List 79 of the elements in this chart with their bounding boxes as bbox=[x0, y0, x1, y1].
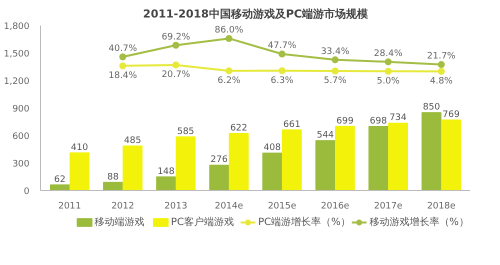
data-label: 86.0% bbox=[214, 25, 244, 36]
data-label: 88 bbox=[107, 172, 119, 182]
data-label: 661 bbox=[283, 120, 300, 130]
data-label: 148 bbox=[157, 166, 175, 177]
bar bbox=[315, 140, 336, 190]
bar bbox=[262, 152, 282, 190]
data-label: 62 bbox=[54, 174, 66, 185]
data-label: 47.7% bbox=[268, 41, 297, 51]
point bbox=[278, 67, 286, 74]
data-label: 69.2% bbox=[162, 32, 191, 42]
data-label: 850 bbox=[422, 102, 440, 113]
data-label: 276 bbox=[210, 155, 228, 166]
data-label: 21.7% bbox=[427, 52, 456, 62]
x-tick-label: 2014e bbox=[214, 202, 244, 212]
x-tick-label: 2015e bbox=[268, 202, 297, 212]
data-label: 33.4% bbox=[320, 46, 350, 57]
bar bbox=[368, 126, 388, 190]
data-label: 28.4% bbox=[374, 48, 403, 59]
x-tick-label: 2011 bbox=[58, 202, 82, 212]
data-label: 408 bbox=[264, 143, 282, 154]
data-label: 18.4% bbox=[108, 70, 138, 81]
x-tick-label: 2012 bbox=[111, 202, 134, 212]
bar bbox=[422, 112, 442, 190]
data-label: 40.7% bbox=[108, 44, 138, 54]
data-label: 544 bbox=[316, 130, 334, 141]
bar bbox=[388, 122, 408, 190]
point bbox=[225, 34, 232, 42]
point bbox=[225, 67, 232, 74]
data-label: 4.8% bbox=[430, 76, 454, 86]
bar bbox=[176, 136, 196, 190]
data-label: 734 bbox=[389, 113, 407, 124]
point bbox=[278, 50, 286, 58]
point bbox=[172, 42, 180, 49]
legend-label: 移动端游戏 bbox=[94, 216, 145, 228]
x-tick-label: 2018e bbox=[427, 202, 456, 212]
y-tick-label: 0 bbox=[24, 187, 30, 197]
data-label: 699 bbox=[336, 116, 354, 126]
point bbox=[384, 58, 392, 66]
point bbox=[438, 68, 445, 75]
y-tick-label: 300 bbox=[12, 160, 30, 170]
bar bbox=[122, 146, 143, 190]
data-label: 622 bbox=[230, 123, 248, 134]
data-label: 485 bbox=[124, 136, 142, 146]
y-tick-label: 1,800 bbox=[4, 22, 30, 32]
y-tick-label: 1,500 bbox=[4, 50, 30, 60]
bar bbox=[209, 164, 230, 190]
x-tick-label: 2017e bbox=[374, 202, 403, 212]
data-label: 585 bbox=[177, 126, 194, 137]
data-label: 769 bbox=[442, 110, 460, 120]
chart-title: 2011-2018中国移动游戏及PC端游市场规模 bbox=[143, 8, 369, 20]
bar bbox=[156, 176, 176, 190]
data-label: 6.2% bbox=[218, 76, 241, 86]
point bbox=[119, 62, 126, 70]
bar bbox=[228, 132, 249, 190]
y-tick-label: 900 bbox=[12, 104, 30, 114]
point bbox=[332, 56, 339, 64]
bar bbox=[103, 182, 123, 190]
data-label: 410 bbox=[70, 142, 88, 153]
data-label: 698 bbox=[370, 116, 388, 127]
data-label: 5.0% bbox=[376, 76, 400, 86]
x-tick-label: 2016e bbox=[320, 202, 350, 212]
bar bbox=[335, 126, 355, 190]
y-tick-label: 1,200 bbox=[4, 77, 30, 87]
bar bbox=[282, 129, 302, 190]
data-label: 20.7% bbox=[162, 70, 191, 80]
legend-label: 移动游戏增长率（%） bbox=[369, 216, 469, 228]
legend-label: PC客户端游戏 bbox=[170, 216, 234, 228]
point bbox=[119, 53, 126, 60]
point bbox=[438, 61, 445, 68]
data-label: 5.7% bbox=[324, 76, 348, 86]
bar bbox=[441, 120, 462, 190]
point bbox=[332, 68, 339, 75]
point bbox=[384, 68, 392, 75]
x-tick-label: 2013 bbox=[164, 202, 188, 212]
y-tick-label: 600 bbox=[12, 132, 30, 142]
point bbox=[172, 61, 180, 68]
legend-label: PC端游增长率（%） bbox=[258, 216, 351, 228]
bar bbox=[70, 152, 90, 190]
data-label: 6.3% bbox=[270, 76, 294, 86]
